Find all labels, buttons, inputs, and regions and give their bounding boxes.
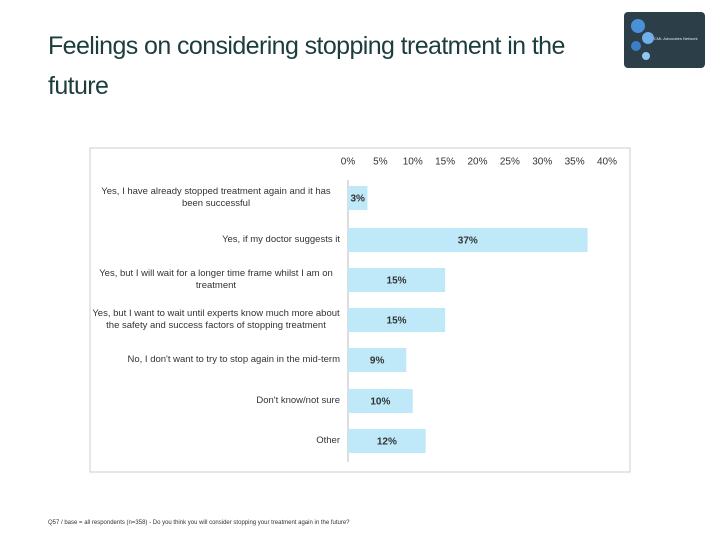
category-label-box: Yes, if my doctor suggests it [92, 234, 340, 246]
category-label-box: Yes, but I will wait for a longer time f… [92, 268, 340, 292]
category-label: Other [316, 435, 340, 446]
category-label-box: Other [92, 435, 340, 447]
logo-icon [631, 19, 654, 60]
value-label: 37% [458, 236, 478, 247]
x-tick-label: 35% [565, 157, 585, 168]
category-label: Yes, if my doctor suggests it [222, 234, 340, 245]
category-label: Yes, I have already stopped treatment ag… [101, 186, 331, 209]
value-label: 15% [387, 276, 407, 287]
bar [348, 389, 413, 413]
category-label-box: Yes, I have already stopped treatment ag… [92, 186, 340, 210]
logo-text: CML Advocates Network [654, 36, 698, 41]
slide-title: Feelings on considering stopping treatme… [48, 32, 565, 100]
category-label-box: No, I don't want to try to stop again in… [92, 354, 341, 366]
x-tick-label: 15% [435, 157, 455, 168]
footnote: Q57 / base = all respondents (n=358) - D… [48, 520, 350, 526]
bar [348, 308, 446, 332]
logo: CML Advocates Network [624, 12, 705, 68]
bar [348, 228, 588, 252]
value-label: 15% [387, 316, 407, 327]
bar [348, 348, 407, 372]
value-label: 3% [350, 194, 365, 205]
x-tick-label: 0% [341, 157, 356, 168]
category-label: No, I don't want to try to stop again in… [127, 354, 341, 365]
category-label: Yes, but I want to wait until experts kn… [92, 308, 340, 331]
x-tick-label: 10% [403, 157, 423, 168]
x-tick-label: 20% [467, 157, 487, 168]
category-label-box: Don't know/not sure [92, 395, 340, 407]
value-label: 10% [370, 397, 390, 408]
x-tick-label: 30% [532, 157, 552, 168]
x-tick-label: 40% [597, 157, 617, 168]
category-label: Yes, but I will wait for a longer time f… [99, 268, 333, 291]
value-label: 9% [370, 356, 385, 367]
bar [348, 268, 446, 292]
x-tick-label: 5% [373, 157, 388, 168]
value-label: 12% [377, 437, 397, 448]
bar [348, 186, 368, 210]
x-tick-label: 25% [500, 157, 520, 168]
category-label-box: Yes, but I want to wait until experts kn… [92, 308, 340, 332]
category-label: Don't know/not sure [256, 395, 340, 406]
bar [348, 429, 426, 453]
